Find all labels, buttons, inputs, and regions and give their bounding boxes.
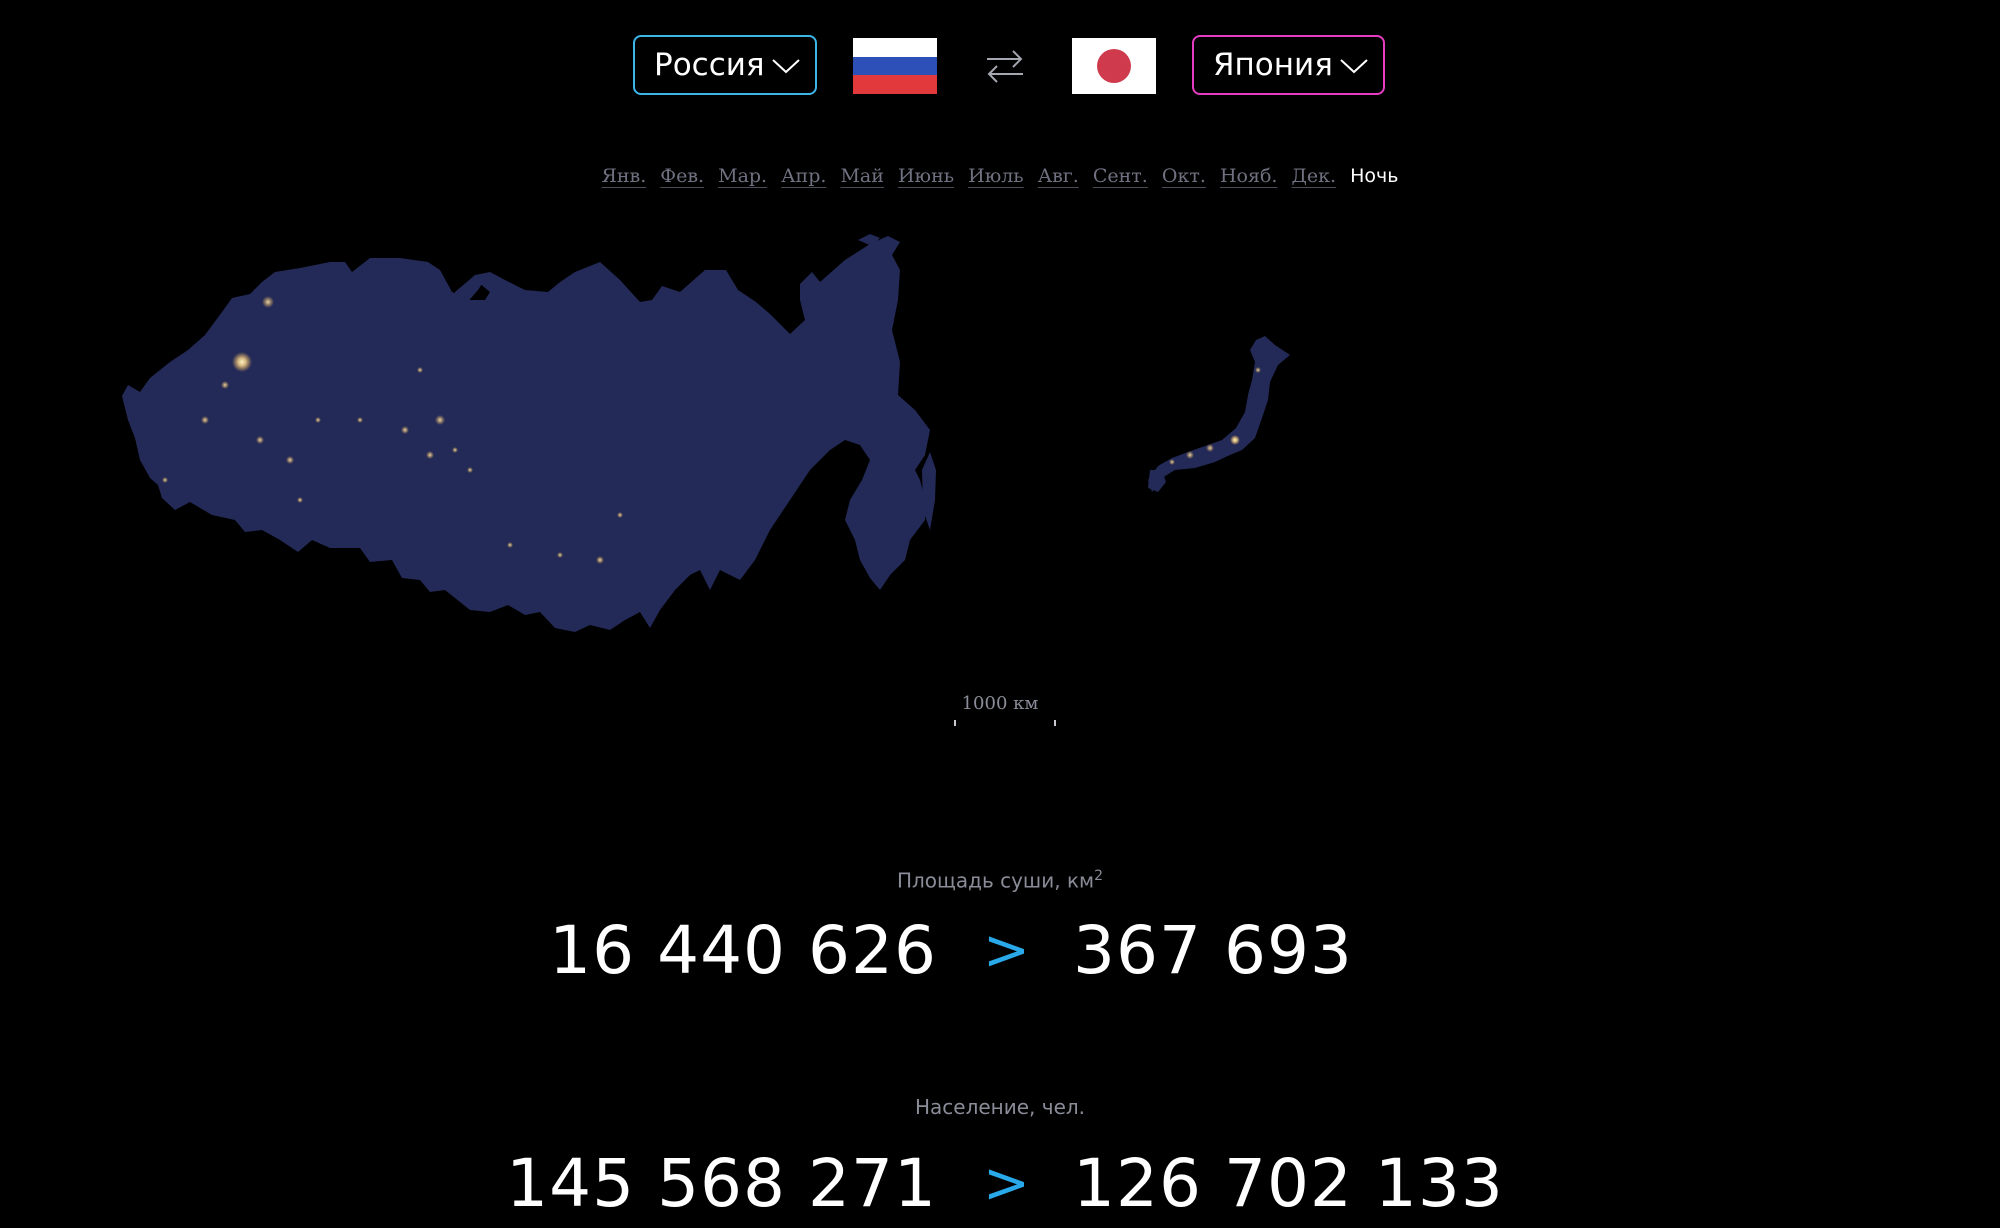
tab-month[interactable]: Май — [840, 165, 884, 187]
population-stat-label: Население, чел. — [914, 1095, 1086, 1119]
night-map — [122, 234, 1290, 632]
tab-night[interactable]: Ночь — [1350, 165, 1399, 187]
country-select-left-label: Россия — [654, 47, 765, 83]
wrangel-island — [858, 234, 880, 246]
population-comparison-sign: > — [983, 1151, 1030, 1216]
japan-flag — [1072, 38, 1156, 94]
tab-month[interactable]: Июль — [968, 165, 1024, 187]
population-right-value: 126 702 133 — [1073, 1145, 1504, 1222]
kyushu-island — [1148, 470, 1166, 492]
area-stat-label-sup: 2 — [1094, 868, 1104, 884]
area-stat-label: Площадь суши, км2 — [0, 868, 2000, 893]
russia-flag — [853, 38, 937, 94]
population-left-value: 145 568 271 — [506, 1145, 937, 1222]
japan-landmass — [1148, 336, 1290, 492]
tab-month[interactable]: Сент. — [1092, 165, 1148, 187]
country-select-right-label: Япония — [1213, 47, 1333, 83]
russia-landmass — [122, 236, 930, 632]
chevron-down-icon — [1340, 59, 1368, 74]
tab-month[interactable]: Авг. — [1037, 165, 1079, 187]
tab-month[interactable]: Апр. — [781, 165, 827, 187]
area-right-value: 367 693 — [1073, 912, 1353, 989]
chevron-down-icon — [772, 59, 800, 74]
city-lights — [162, 296, 1261, 564]
tab-month[interactable]: Нояб. — [1219, 165, 1278, 187]
tab-month[interactable]: Дек. — [1291, 165, 1337, 187]
country-select-left[interactable]: Россия — [633, 35, 817, 95]
tab-month[interactable]: Мар. — [718, 165, 768, 187]
tab-month[interactable]: Фев. — [660, 165, 705, 187]
scale-label: 1000 км — [961, 693, 1039, 714]
tab-month[interactable]: Июнь — [897, 165, 955, 187]
area-stat-label-text: Площадь суши, км — [896, 868, 1095, 893]
novaya-zemlya-island — [440, 272, 490, 320]
country-select-right[interactable]: Япония — [1192, 35, 1385, 95]
tab-month[interactable]: Янв. — [601, 165, 647, 187]
month-tabs: Янв. Фев. Мар. Апр. Май Июнь Июль Авг. С… — [0, 165, 2000, 187]
scale-bar — [954, 720, 1056, 726]
swap-arrows-icon[interactable] — [983, 44, 1027, 88]
area-comparison-sign: > — [983, 918, 1030, 983]
sakhalin-island — [922, 452, 936, 530]
area-left-value: 16 440 626 — [549, 912, 937, 989]
tab-month[interactable]: Окт. — [1161, 165, 1206, 187]
